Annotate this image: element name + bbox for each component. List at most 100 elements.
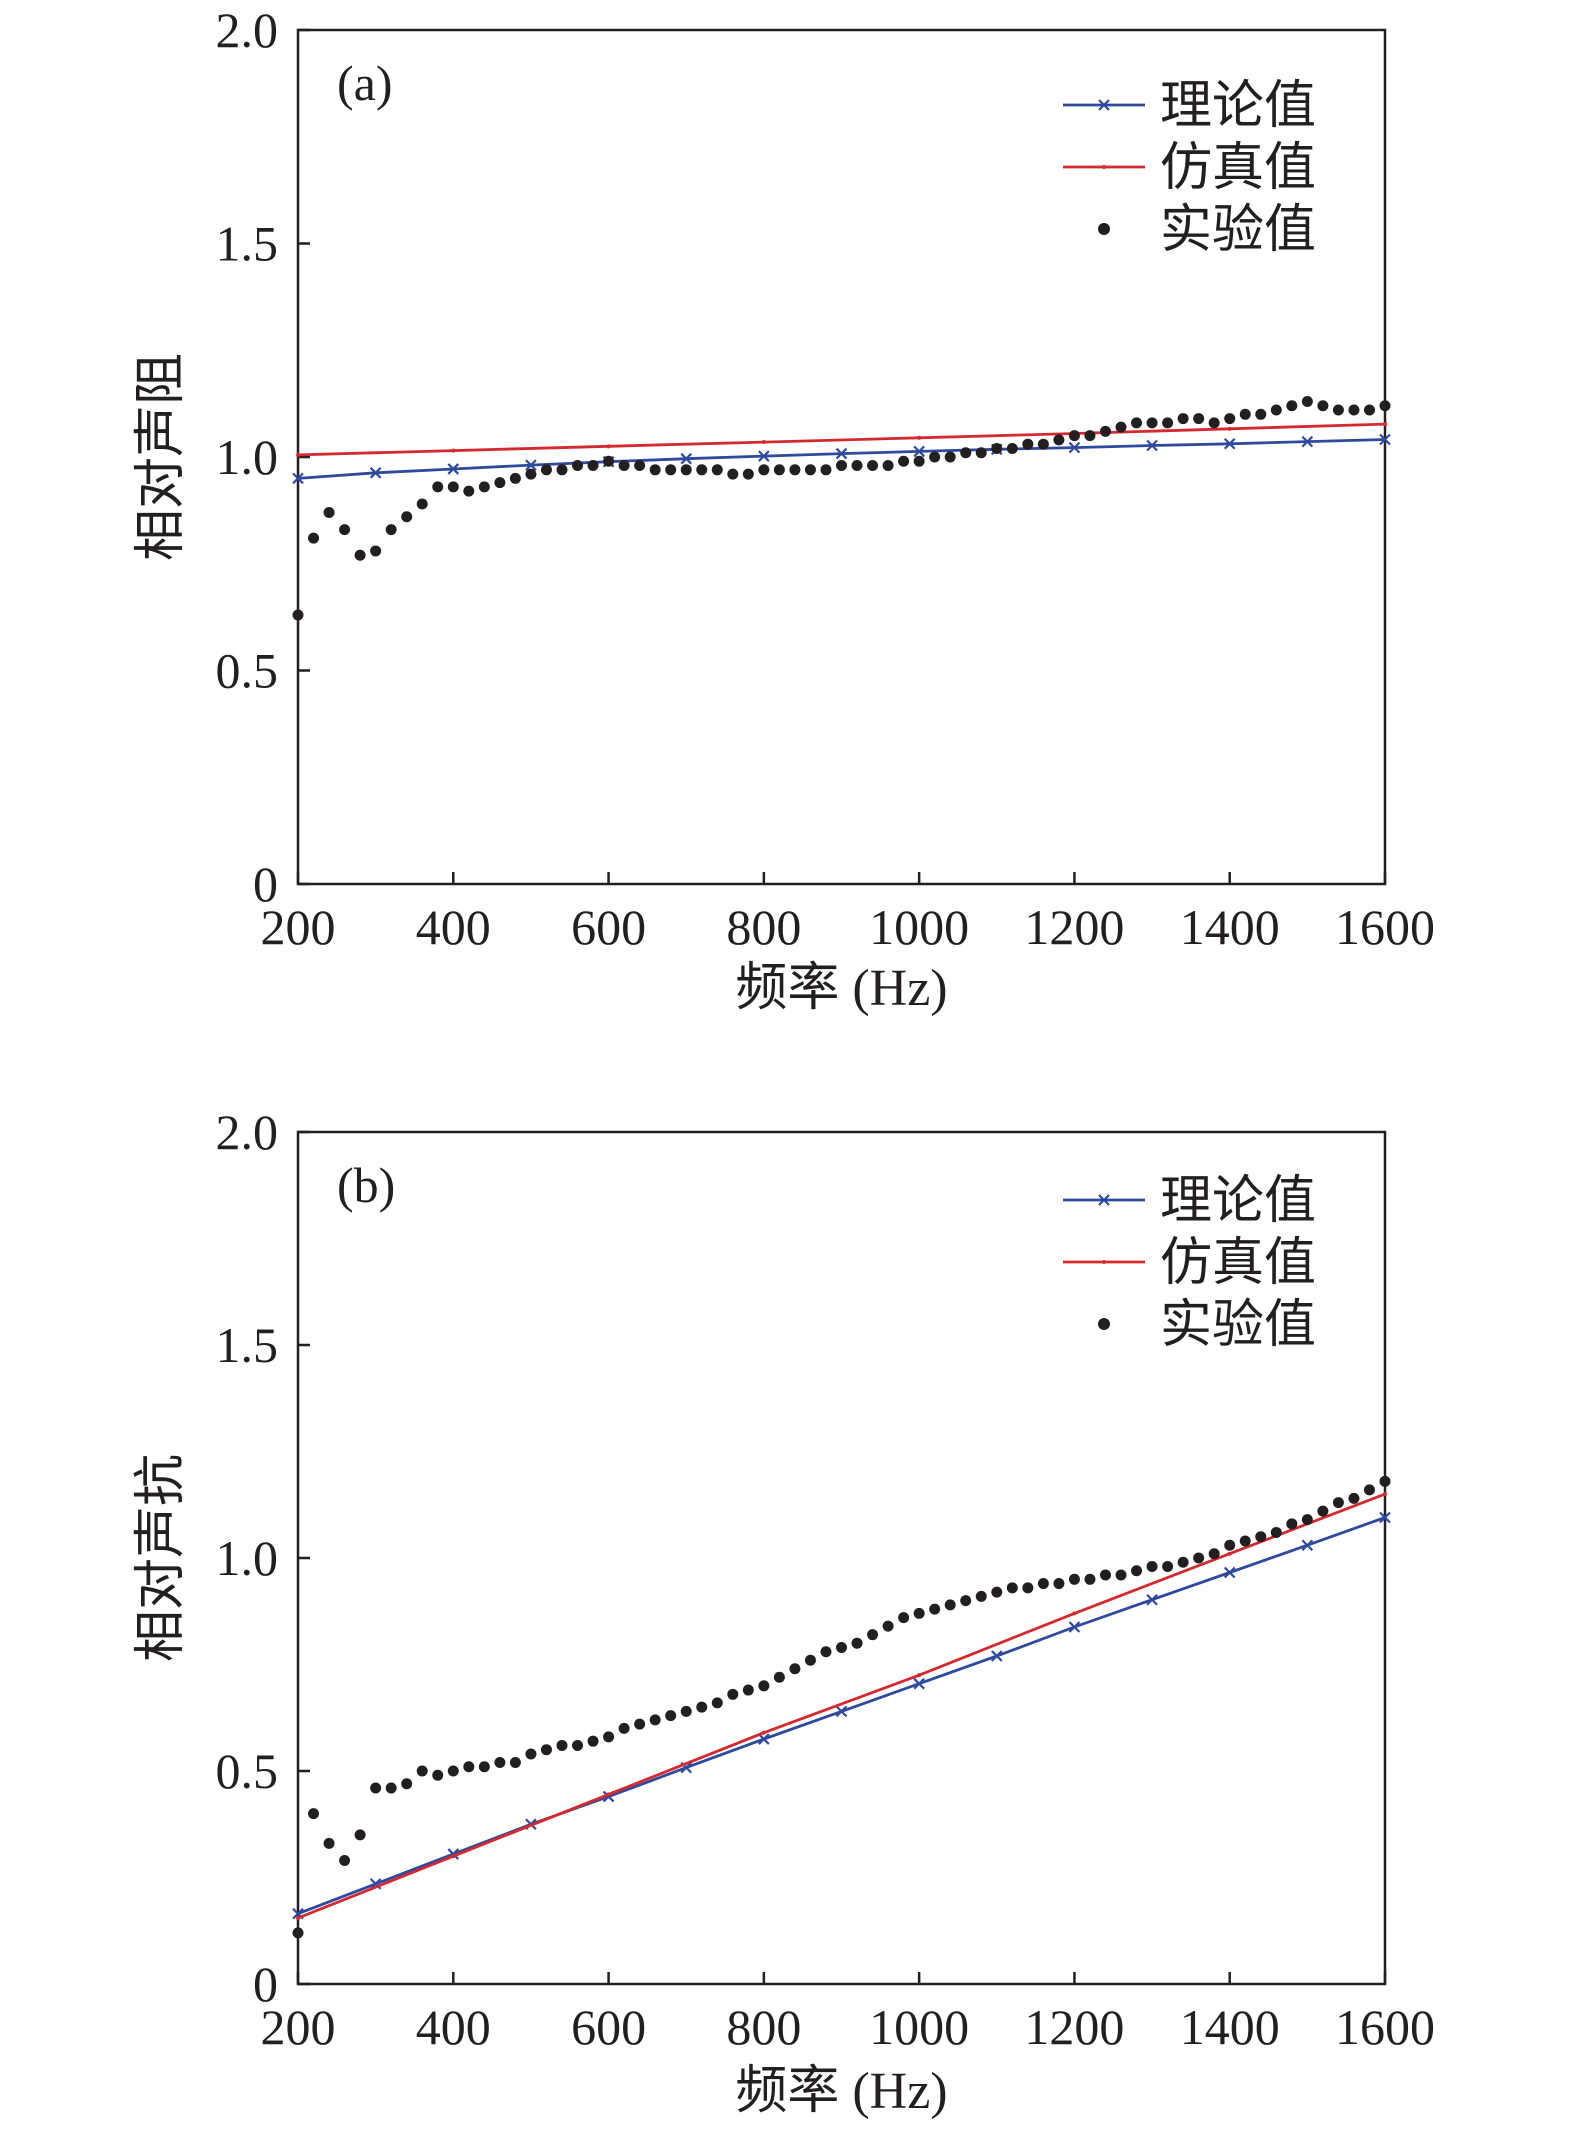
data-point-simulation [296,452,300,457]
data-point-experimental [1208,1548,1220,1560]
data-point-experimental [339,1854,351,1866]
data-point-experimental [634,460,646,472]
data-point-experimental [851,460,863,472]
y-tick-label: 1.5 [216,216,279,272]
data-point-simulation [761,440,766,445]
data-point-experimental [525,1748,537,1760]
x-tick-label: 1200 [1024,1999,1124,2055]
x-tick-label: 1000 [869,1999,969,2055]
data-point-experimental [540,464,552,476]
legend-label: 实验值 [1160,1297,1316,1354]
chart-panel-b: 200 400 600 800 1000 1200 1400 1600 0 0.5 1.0 1.5 2.… [133,1104,1435,2120]
legend-label: 实验值 [1160,202,1316,259]
data-point-theory [1379,433,1391,446]
data-point-experimental [478,481,490,493]
data-point-experimental [1022,1582,1034,1594]
data-point-experimental [789,464,801,476]
data-point-experimental [1099,1569,1111,1581]
data-point-theory [913,445,925,458]
data-point-simulation [451,448,456,453]
x-tick-label: 200 [261,1999,336,2055]
y-axis-label: 相对声阻 [133,353,190,561]
data-point-experimental [572,1739,584,1751]
data-point-theory [1068,1621,1081,1633]
data-point-experimental [1037,1578,1049,1590]
data-point-experimental [1379,400,1391,412]
data-point-theory [1146,1593,1158,1606]
data-point-experimental [432,1769,444,1781]
x-tick-label: 1400 [1180,1999,1280,2055]
data-point-experimental [416,498,428,510]
y-axis-label: 相对声抗 [133,1454,190,1662]
y-tick-label: 1.0 [216,429,279,485]
data-point-theory [835,1705,848,1718]
data-point-experimental [587,1735,599,1747]
data-point-experimental [494,477,506,489]
data-point-experimental [1022,438,1034,450]
panel-label: (a) [337,55,393,111]
x-tick-label: 200 [261,899,336,955]
data-point-experimental [478,1761,490,1773]
x-tick-label: 600 [571,899,646,955]
data-point-simulation [761,1730,766,1735]
data-point-experimental [991,442,1003,454]
y-tick-label: 0.5 [216,643,279,699]
data-point-experimental [1084,430,1096,442]
data-point-theory [758,1733,770,1745]
data-point-experimental [1255,408,1267,420]
data-point-experimental [758,464,770,476]
data-point-theory [913,1677,925,1690]
data-point-experimental [944,451,956,463]
x-tick-label: 800 [726,899,801,955]
data-point-experimental [991,1586,1003,1598]
x-tick-label: 400 [416,899,491,955]
data-point-experimental [773,1671,785,1683]
y-tick-label: 1.0 [216,1530,279,1586]
data-point-theory [447,463,460,475]
data-point-experimental [1146,417,1158,429]
data-point-experimental [1068,1573,1080,1585]
data-point-experimental [1301,395,1313,407]
data-point-theory [1379,1511,1391,1524]
data-point-experimental [696,464,708,476]
data-point-experimental [525,468,537,480]
data-point-theory [835,447,848,460]
x-axis-label: 频率 (Hz) [735,960,947,1017]
data-point-experimental [649,1714,661,1726]
data-point-experimental [665,464,677,476]
data-point-experimental [1317,400,1329,412]
legend-label: 仿真值 [1160,140,1316,197]
data-point-experimental [929,1603,941,1615]
data-point-experimental [820,1646,832,1658]
data-point-experimental [820,464,832,476]
data-point-experimental [401,1778,413,1790]
legend-marker-experimental [1098,1318,1110,1330]
data-point-experimental [1332,1497,1344,1509]
data-point-experimental [898,1612,910,1624]
y-tick-label: 2.0 [216,2,279,58]
data-point-experimental [1255,1531,1267,1543]
data-point-experimental [960,1595,972,1607]
data-point-experimental [308,532,320,544]
data-point-experimental [696,1701,708,1713]
data-point-experimental [960,447,972,459]
data-point-experimental [385,524,397,536]
data-point-experimental [370,545,382,557]
data-point-theory [1146,439,1158,452]
data-point-theory [1223,437,1236,450]
data-point-theory [1301,435,1314,448]
data-point-experimental [1053,1578,1065,1590]
data-point-experimental [1006,442,1018,454]
data-point-simulation [917,435,922,440]
data-point-experimental [1363,1484,1375,1496]
data-point-experimental [1224,1539,1236,1551]
data-point-experimental [447,481,459,493]
legend-marker-theory [1098,1194,1110,1206]
data-point-experimental [680,464,692,476]
data-point-experimental [339,524,351,536]
data-point-experimental [836,460,847,472]
data-point-experimental [882,460,894,472]
data-point-experimental [1270,404,1282,416]
data-point-experimental [354,1829,366,1841]
